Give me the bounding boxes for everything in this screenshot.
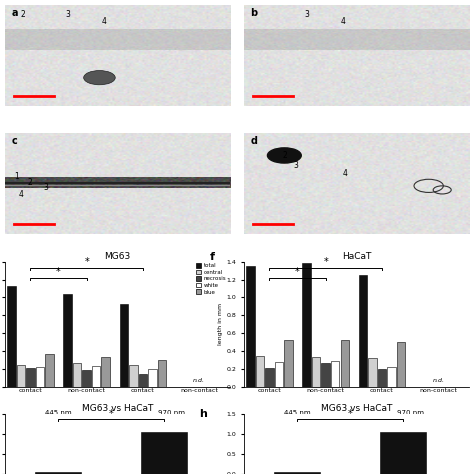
Bar: [275, 362, 283, 387]
Bar: [73, 363, 82, 387]
Y-axis label: length in mm: length in mm: [219, 303, 223, 346]
Bar: [284, 340, 292, 387]
Text: *: *: [295, 267, 300, 277]
Bar: [82, 370, 91, 387]
Bar: [26, 368, 35, 387]
Text: 445 nm: 445 nm: [45, 410, 72, 416]
Bar: [302, 264, 311, 387]
Text: d: d: [251, 136, 257, 146]
Bar: [45, 354, 54, 387]
Bar: [368, 358, 377, 387]
Text: 3: 3: [43, 183, 48, 192]
Text: 2: 2: [20, 10, 25, 19]
Text: h: h: [199, 410, 207, 419]
Text: *: *: [56, 267, 61, 277]
Bar: [35, 473, 81, 474]
Text: 4: 4: [18, 190, 23, 199]
Bar: [101, 356, 110, 387]
Bar: [340, 340, 349, 387]
Text: 4: 4: [341, 17, 346, 26]
Bar: [148, 369, 156, 387]
Bar: [265, 368, 273, 387]
Text: f: f: [210, 252, 215, 262]
Bar: [36, 367, 44, 387]
Text: 3: 3: [305, 10, 310, 19]
Text: c: c: [11, 136, 17, 146]
Bar: [397, 342, 405, 387]
Text: *: *: [347, 409, 352, 419]
Bar: [380, 432, 426, 474]
Title: HaCaT: HaCaT: [342, 252, 371, 261]
Text: *: *: [109, 409, 113, 419]
Bar: [378, 369, 386, 387]
Bar: [7, 286, 16, 387]
Bar: [141, 432, 187, 474]
Text: n.d.: n.d.: [432, 378, 444, 383]
Text: 4: 4: [102, 17, 107, 26]
Legend: total, central, necrosis, white, blue: total, central, necrosis, white, blue: [195, 262, 228, 296]
Text: *: *: [84, 257, 89, 267]
Circle shape: [84, 71, 115, 85]
Bar: [312, 357, 320, 387]
Text: 970 nm: 970 nm: [397, 410, 424, 416]
Bar: [331, 361, 339, 387]
Text: *: *: [323, 257, 328, 267]
Text: 4: 4: [343, 169, 348, 178]
Bar: [120, 304, 128, 387]
Text: b: b: [251, 8, 258, 18]
Bar: [129, 365, 137, 387]
Bar: [321, 363, 330, 387]
Circle shape: [267, 148, 301, 163]
Bar: [387, 367, 396, 387]
Bar: [273, 473, 320, 474]
Text: n.d.: n.d.: [193, 378, 205, 383]
Text: 2: 2: [282, 151, 287, 160]
Bar: [359, 275, 367, 387]
Text: 970 nm: 970 nm: [158, 410, 184, 416]
Bar: [64, 294, 72, 387]
Text: 445 nm: 445 nm: [284, 410, 311, 416]
Title: MG63: MG63: [104, 252, 131, 261]
Text: 3: 3: [65, 10, 71, 19]
Bar: [17, 365, 25, 387]
Bar: [158, 360, 166, 387]
Text: 2: 2: [27, 178, 32, 187]
Text: a: a: [11, 8, 18, 18]
Bar: [246, 266, 255, 387]
Text: 3: 3: [293, 161, 298, 170]
Bar: [92, 366, 100, 387]
Title: MG63 vs HaCaT: MG63 vs HaCaT: [82, 404, 153, 413]
Bar: [139, 374, 147, 387]
Text: 1: 1: [14, 172, 18, 181]
Bar: [255, 356, 264, 387]
Title: MG63 vs HaCaT: MG63 vs HaCaT: [321, 404, 392, 413]
